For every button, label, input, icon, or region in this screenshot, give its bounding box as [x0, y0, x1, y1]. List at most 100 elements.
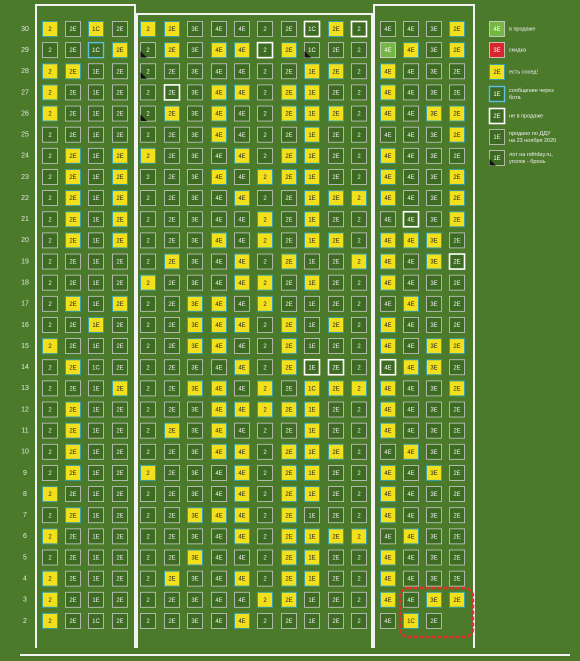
unit-cell [140, 338, 156, 355]
unit-label: 4E [215, 112, 222, 118]
unit-label: 4E [238, 48, 245, 54]
unit-label: 2 [357, 323, 361, 329]
unit-label: 3E [191, 133, 198, 139]
unit-label: 4E [384, 238, 391, 244]
floor-number: 30 [21, 26, 29, 33]
unit-label: 1E [308, 302, 315, 308]
unit-label: 1C [92, 48, 100, 54]
unit-cell [234, 63, 250, 80]
unit-label: 4E [215, 492, 222, 498]
unit-label: 3E [191, 386, 198, 392]
unit-label: 2 [263, 619, 267, 625]
unit-cell [304, 549, 320, 566]
unit-label: 2 [146, 450, 150, 456]
unit-label: 1C [92, 619, 100, 625]
unit-cell [88, 443, 104, 460]
unit-label: 2E [453, 217, 460, 223]
unit-label: 2E [453, 513, 460, 519]
unit-cell [211, 316, 227, 333]
unit-label: 2E [453, 577, 460, 583]
unit-label: 2E [116, 492, 123, 498]
unit-cell [328, 570, 344, 587]
unit-label: 2E [285, 260, 292, 266]
unit-cell [234, 486, 250, 503]
unit-label: 3E [191, 175, 198, 181]
unit-label: 1E [308, 556, 315, 562]
unit-cell [351, 232, 367, 249]
unit-label: 1E [92, 386, 99, 392]
unit-label: 3E [191, 196, 198, 202]
unit-cell [449, 507, 465, 524]
unit-cell [380, 21, 396, 37]
unit-cell [65, 486, 81, 502]
unit-label: 4E [407, 112, 414, 118]
unit-label: 4E [407, 577, 414, 583]
unit-cell [257, 359, 273, 376]
unit-cell [164, 147, 180, 164]
unit-label: 2E [116, 619, 123, 625]
legend-text: в продаже [509, 26, 535, 32]
unit-label: 2E [285, 429, 292, 435]
floor-number: 14 [21, 364, 29, 371]
unit-label: 3E [191, 429, 198, 435]
unit-cell [42, 169, 58, 185]
unit-cell [140, 274, 156, 291]
unit-label: 3E [191, 323, 198, 329]
floor-number: 27 [21, 89, 29, 96]
unit-cell [328, 295, 344, 312]
unit-label: 2 [48, 429, 52, 435]
unit-cell [42, 591, 58, 608]
unit-cell [327, 358, 345, 376]
unit-label: 4E [407, 471, 414, 477]
unit-cell [304, 42, 320, 59]
unit-cell [328, 105, 344, 122]
unit-cell [140, 507, 156, 524]
unit-label: 2 [357, 133, 361, 139]
unit-label: 2E [168, 302, 175, 308]
unit-label: 1E [92, 90, 99, 96]
unit-label: 4E [215, 90, 222, 96]
unit-cell [403, 232, 419, 249]
unit-label: 2E [168, 217, 175, 223]
unit-label: 4E [238, 429, 245, 435]
unit-label: 3E [430, 492, 437, 498]
unit-cell [164, 63, 180, 80]
unit-cell [164, 422, 180, 439]
unit-cell [281, 168, 297, 185]
reserve-corner [304, 51, 311, 58]
unit-label: 4E [215, 69, 222, 75]
unit-cell [140, 232, 156, 249]
unit-label: 4E [215, 260, 222, 266]
unit-label: 4E [238, 217, 245, 223]
unit-label: 2 [357, 344, 361, 350]
unit-label: 2E [69, 386, 76, 392]
unit-cell [187, 465, 203, 481]
unit-label: 1E [92, 323, 99, 329]
unit-label: 1E [308, 365, 315, 371]
unit-label: 3E [493, 48, 500, 54]
unit-label: 2E [116, 133, 123, 139]
unit-label: 3E [430, 408, 437, 414]
unit-label: 2 [146, 556, 150, 562]
unit-cell [489, 129, 505, 145]
unit-label: 3E [430, 112, 437, 118]
unit-label: 2E [285, 238, 292, 244]
unit-cell [257, 570, 273, 587]
unit-cell [281, 190, 297, 207]
unit-label: 2 [263, 154, 267, 160]
unit-label: 2 [263, 112, 267, 118]
unit-cell [351, 443, 367, 460]
unit-cell [256, 41, 274, 59]
unit-cell [488, 85, 506, 103]
unit-cell [88, 211, 104, 228]
unit-label: 1E [92, 556, 99, 562]
unit-cell [403, 126, 419, 143]
unit-label: 2E [332, 217, 339, 223]
unit-label: 2 [48, 260, 52, 266]
unit-label: 4E [384, 90, 391, 96]
unit-cell [88, 232, 104, 249]
unit-label: 2E [332, 386, 339, 392]
unit-cell [426, 570, 442, 587]
unit-cell [211, 274, 227, 291]
